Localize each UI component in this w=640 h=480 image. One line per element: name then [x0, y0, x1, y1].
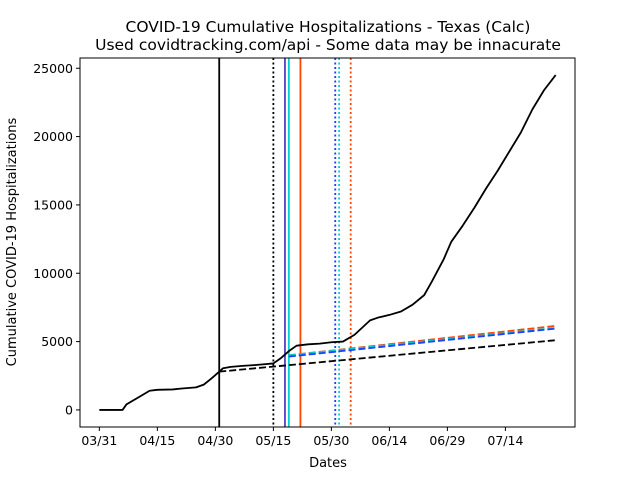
chart-title: COVID-19 Cumulative Hospitalizations - T… — [126, 18, 531, 36]
x-tick-label: 07/14 — [487, 433, 523, 448]
series-line-actual — [99, 74, 557, 411]
chart-subtitle: Used covidtracking.com/api - Some data m… — [95, 36, 561, 54]
y-tick-label: 15000 — [33, 197, 73, 212]
x-tick-label: 05/30 — [313, 433, 349, 448]
x-tick-label: 03/31 — [81, 433, 117, 448]
y-tick-label: 25000 — [33, 61, 73, 76]
y-axis: 0 5000 10000 15000 20000 25000 — [33, 61, 80, 417]
y-tick-label: 0 — [65, 402, 73, 417]
axes-frame — [79, 57, 576, 428]
series-line-projection — [288, 327, 556, 358]
y-tick-label: 10000 — [33, 266, 73, 281]
x-axis: 03/31 04/15 04/30 05/15 05/30 06/14 06/29 07/14 — [81, 427, 523, 448]
x-tick-label: 04/30 — [197, 433, 233, 448]
x-tick-label: 05/15 — [255, 433, 291, 448]
x-tick-label: 06/14 — [371, 433, 407, 448]
y-axis-label: Cumulative COVID-19 Hospitalizations — [5, 117, 20, 366]
series-line-projection — [219, 339, 556, 373]
x-tick-label: 06/29 — [429, 433, 465, 448]
y-tick-label: 5000 — [41, 334, 73, 349]
x-axis-label: Dates — [309, 456, 347, 471]
plot-area — [99, 58, 557, 427]
y-tick-label: 20000 — [33, 129, 73, 144]
x-tick-label: 04/15 — [139, 433, 175, 448]
